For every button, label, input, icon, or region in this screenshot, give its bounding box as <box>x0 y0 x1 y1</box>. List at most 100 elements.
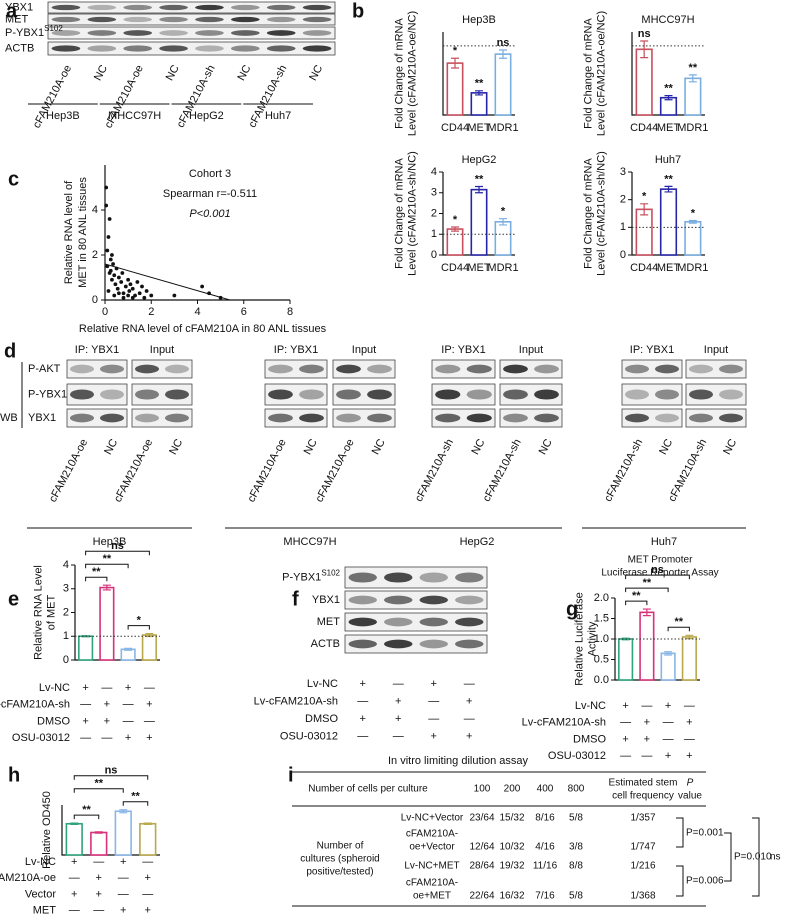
table-cell: 15/32 <box>499 813 524 824</box>
y-tick-label: 4 <box>63 559 69 571</box>
bar <box>120 648 136 661</box>
scatter-point <box>142 295 147 300</box>
box-label: Input <box>519 344 543 356</box>
blot-band <box>135 389 159 400</box>
condition-sign: + <box>71 856 77 868</box>
condition-sign: — <box>663 717 674 729</box>
blot-band <box>87 45 117 52</box>
condition-sign: — <box>69 905 80 917</box>
condition-sign: — <box>101 682 112 694</box>
table-row-group: cultures (spheroid <box>300 854 379 865</box>
blot <box>47 13 336 26</box>
lane-label: NC <box>102 437 120 457</box>
y-axis-label-group: Relative RNA Level of MET <box>32 565 57 660</box>
bracket-label: ** <box>674 616 683 628</box>
condition-sign: — <box>93 856 104 868</box>
blot-band <box>87 16 117 23</box>
x-tick-label: MET <box>657 122 681 134</box>
group-label: HepG2 <box>189 110 224 122</box>
scatter-point <box>120 271 125 275</box>
lane-label: NC <box>370 437 388 457</box>
y-axis-label: Level (cFAM210A-oe/NC) <box>595 11 607 136</box>
table-cell: 1/747 <box>630 842 655 853</box>
error-bar <box>642 608 651 617</box>
bar <box>635 48 653 116</box>
scatter-point <box>104 203 109 208</box>
scatter-point <box>135 280 140 284</box>
row-label-name: MET <box>317 616 341 628</box>
x-tick-label: 6 <box>241 306 247 318</box>
blot-band <box>135 364 159 374</box>
condition-label: OSU-03012 <box>548 750 606 762</box>
blot-band <box>466 413 492 423</box>
table-row-label: oe+MET <box>413 891 451 902</box>
condition-sign: + <box>104 699 110 711</box>
table-title: In vitro limiting dilution assay <box>388 755 529 767</box>
scatter-point <box>127 289 132 293</box>
significance-label: * <box>691 207 696 219</box>
row-label: MET <box>5 13 29 25</box>
table-cell: 5/8 <box>569 813 583 824</box>
scatter-point <box>105 248 110 253</box>
blot-band <box>266 30 296 36</box>
table-cell: 5/8 <box>569 891 583 902</box>
blot-band <box>230 30 260 36</box>
row-label-name: YBX1 <box>312 594 340 606</box>
comparison-bracket <box>724 832 732 882</box>
blot-band <box>123 30 153 36</box>
error-bar <box>143 822 152 825</box>
blot-band <box>336 364 361 374</box>
y-tick-label: 3 <box>431 187 437 199</box>
blot <box>47 1 336 14</box>
row-label: ACTB <box>5 42 34 54</box>
row-label: P-AKT <box>28 363 61 375</box>
condition-sign: + <box>360 678 366 690</box>
condition-sign: — <box>684 733 695 745</box>
comparison-bracket <box>676 865 684 897</box>
scatter-point <box>116 275 121 280</box>
blot <box>499 408 563 428</box>
bar <box>494 221 512 256</box>
y-tick-label: 0 <box>620 249 626 261</box>
bar <box>446 62 464 116</box>
comparison-label: P=0.001 <box>686 828 724 839</box>
row-label: YBX1 <box>312 594 340 606</box>
condition-sign: + <box>125 682 131 694</box>
lane-label: NC <box>164 63 182 83</box>
condition-sign: — <box>464 678 475 690</box>
scatter-point <box>104 185 109 190</box>
table-cell: 12/64 <box>469 842 494 853</box>
significance-label: ** <box>664 173 673 185</box>
table-cell: 16/32 <box>499 891 524 902</box>
error-bar <box>102 584 111 591</box>
table-row-label: cFAM210A- <box>406 829 458 840</box>
y-axis-label: Level (cFAM210A-oe/NC) <box>406 11 418 136</box>
y-axis-label: of MET <box>45 594 57 630</box>
blot-band <box>165 364 189 374</box>
scatter-point <box>110 253 114 257</box>
condition-sign: — <box>142 856 153 868</box>
y-axis-label: Fold Change of mRNA <box>393 18 405 129</box>
row-label-name: P-YBX1 <box>28 388 67 400</box>
blot-band <box>123 16 153 23</box>
blot-band <box>348 639 377 649</box>
row-label: YBX1 <box>28 412 56 424</box>
blot-band <box>123 45 153 52</box>
blot <box>621 359 683 379</box>
y-axis-label: Fold Change of mRNA <box>582 18 594 129</box>
scatter-point <box>107 217 112 221</box>
table-cell: 3/8 <box>569 842 583 853</box>
bracket-label: ** <box>632 590 641 602</box>
condition-sign: + <box>395 695 401 707</box>
x-tick-label: 2 <box>148 306 154 318</box>
blot <box>131 383 193 406</box>
row-label-name: ACTB <box>5 42 34 54</box>
blot-band <box>100 413 124 423</box>
table-cell: 8/16 <box>535 813 555 824</box>
comparison-label: P=0.010 <box>734 852 772 863</box>
blot <box>685 359 747 379</box>
blot-band <box>534 364 559 374</box>
error-bar <box>499 218 507 226</box>
lane-label: NC <box>235 63 253 83</box>
blot-band <box>455 617 484 627</box>
